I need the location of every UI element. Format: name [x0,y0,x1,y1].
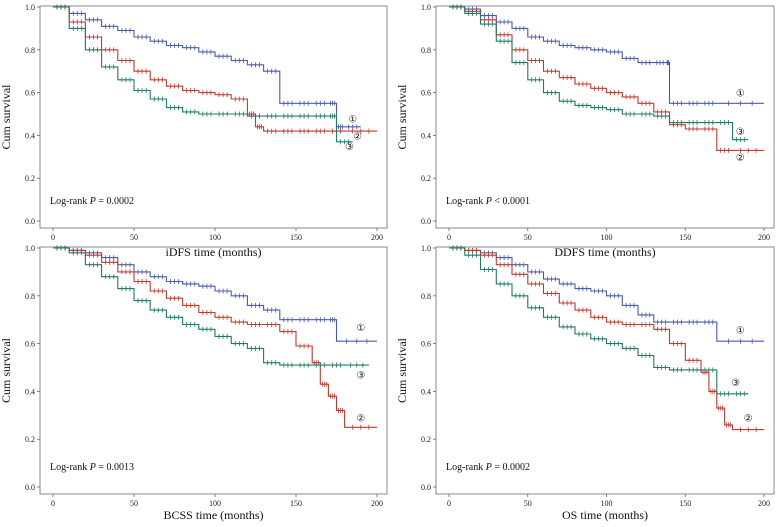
plot-frame [39,246,388,495]
x-tick-label: 0 [447,499,451,508]
y-tick-label: 0.8 [25,292,35,301]
group-marker: ③ [736,127,745,138]
x-tick-label: 50 [130,233,138,242]
group-marker: ① [736,89,745,100]
group-marker: ① [348,114,357,125]
y-tick-label: 0.2 [25,174,35,183]
y-axis-label: Cum survival [395,84,409,150]
x-tick-label: 100 [601,499,613,508]
group-marker: ① [356,323,365,334]
x-tick-label: 50 [524,233,532,242]
survival-curve-② [53,247,377,428]
x-tick-label: 100 [209,499,221,508]
x-tick-label: 200 [758,499,770,508]
survival-curve-③ [449,247,749,395]
x-tick-label: 200 [371,499,383,508]
logrank-annotation: Log-rank P < 0.0001 [446,196,530,207]
y-tick-label: 0.6 [25,89,35,98]
logrank-annotation: Log-rank P = 0.0013 [50,462,134,473]
group-marker: ② [353,131,362,142]
y-tick-label: 0.6 [25,340,35,349]
survival-curve-② [53,6,377,132]
survival-curve-① [53,6,361,128]
survival-curve-① [449,247,764,342]
group-marker: ③ [345,142,354,153]
group-marker: ① [736,325,745,336]
y-tick-label: 0.6 [421,89,431,98]
x-tick-label: 0 [447,233,451,242]
x-axis-label: BCSS time (months) [163,508,263,522]
group-marker: ② [744,414,753,425]
y-tick-label: 1.0 [421,3,431,12]
y-tick-label: 0.2 [25,435,35,444]
km-panel-bottom-right: 0.0 0.2 0.4 0.6 0.8 1.0 0 50 100 150 200 OS time (m… [395,244,775,522]
x-tick-label: 150 [290,233,302,242]
y-tick-label: 0.4 [25,387,35,396]
survival-curve-③ [53,247,369,366]
survival-curve-③ [449,6,749,141]
survival-curve-② [449,247,764,431]
y-tick-label: 0.0 [421,217,431,226]
x-tick-label: 200 [371,233,383,242]
y-tick-label: 0.8 [25,46,35,55]
y-tick-label: 0.2 [421,174,431,183]
group-marker: ③ [731,378,740,389]
km-panel-top-right: 0.0 0.2 0.4 0.6 0.8 1.0 0 50 100 150 200 DDFS time … [395,3,775,259]
group-marker: ③ [356,371,365,382]
group-marker: ② [356,414,365,425]
y-tick-label: 1.0 [25,244,35,253]
y-axis-label: Cum survival [395,337,409,403]
km-panel-top-left: 0.0 0.2 0.4 0.6 0.8 1.0 0 50 100 150 200 iDFS time … [0,3,388,259]
y-tick-label: 0.0 [421,483,431,492]
x-tick-label: 200 [758,233,770,242]
x-tick-label: 0 [51,499,55,508]
x-tick-label: 100 [209,233,221,242]
km-panel-bottom-left: 0.0 0.2 0.4 0.6 0.8 1.0 0 50 100 150 200 BCSS time … [0,244,388,522]
survival-curve-③ [53,6,353,143]
y-tick-label: 1.0 [25,3,35,12]
x-tick-label: 100 [601,233,613,242]
plot-frame [39,5,388,229]
plot-frame [435,246,775,495]
y-tick-label: 0.6 [421,340,431,349]
x-tick-label: 150 [679,499,691,508]
y-tick-label: 1.0 [421,244,431,253]
group-marker: ② [736,153,745,164]
plot-frame [435,5,775,229]
x-axis-label: DDFS time (months) [554,245,655,259]
y-tick-label: 0.2 [421,435,431,444]
y-tick-label: 0.4 [25,131,35,140]
x-tick-label: 0 [51,233,55,242]
logrank-annotation: Log-rank P = 0.0002 [50,196,134,207]
y-tick-label: 0.0 [25,217,35,226]
y-axis-label: Cum survival [0,337,13,403]
y-tick-label: 0.8 [421,292,431,301]
x-axis-label: OS time (months) [562,508,648,522]
logrank-annotation: Log-rank P = 0.0002 [446,462,530,473]
x-axis-label: iDFS time (months) [165,245,261,259]
y-tick-label: 0.0 [25,483,35,492]
y-tick-label: 0.4 [421,387,431,396]
y-tick-label: 0.8 [421,46,431,55]
x-tick-label: 150 [290,499,302,508]
y-tick-label: 0.4 [421,131,431,140]
x-tick-label: 50 [130,499,138,508]
x-tick-label: 150 [679,233,691,242]
y-axis-label: Cum survival [0,84,13,150]
x-tick-label: 50 [524,499,532,508]
